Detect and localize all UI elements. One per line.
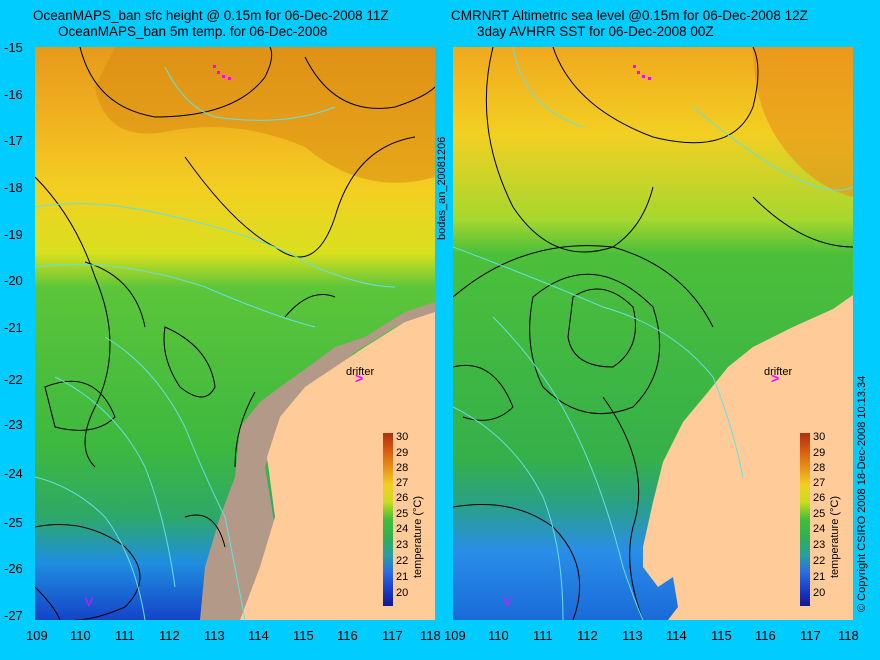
left-colorbar (383, 433, 393, 606)
left-v-marker: V (85, 595, 94, 609)
cbar-tick: 21 (396, 571, 409, 583)
cbar-tick: 22 (813, 555, 826, 567)
x-tick-right: 111 (533, 628, 553, 643)
x-tick-left: 114 (248, 628, 269, 643)
middle-run-label: bodas_an_20081206 (436, 136, 448, 240)
right-colorbar (800, 433, 810, 606)
right-drifter-label: drifter (764, 366, 793, 378)
cbar-tick: 28 (813, 462, 826, 474)
y-tick: -22 (4, 372, 23, 387)
y-tick: -21 (4, 320, 23, 335)
cbar-tick: 23 (813, 539, 826, 551)
cbar-tick: 23 (396, 539, 409, 551)
cbar-tick: 29 (813, 447, 826, 459)
right-title-line2: 3day AVHRR SST for 06-Dec-2008 00Z (477, 24, 714, 39)
x-tick-left: 118 (420, 628, 441, 643)
cbar-tick: 26 (813, 492, 826, 504)
cbar-tick: 22 (396, 555, 409, 567)
x-tick-left: 116 (337, 628, 358, 643)
x-tick-right: 117 (800, 628, 821, 643)
y-tick: -20 (4, 273, 23, 288)
cbar-tick: 21 (813, 571, 826, 583)
right-v-marker: V (503, 595, 512, 609)
x-tick-left: 112 (159, 628, 180, 643)
cbar-tick: 24 (813, 523, 826, 535)
x-tick-right: 112 (577, 628, 598, 643)
left-colorbar-title: temperature (°C) (412, 495, 424, 578)
x-tick-left: 117 (382, 628, 403, 643)
x-tick-right: 113 (622, 628, 643, 643)
x-tick-right: 114 (666, 628, 687, 643)
cbar-tick: 30 (396, 431, 409, 443)
right-title-line1: CMRNRT Altimetric sea level @0.15m for 0… (451, 8, 808, 23)
x-tick-left: 115 (293, 628, 314, 643)
y-tick: -15 (4, 40, 23, 55)
right-map-svg: > (453, 47, 853, 620)
copyright-label: © Copyright CSIRO 2008 18-Dec-2008 10:13… (856, 375, 868, 612)
y-tick: -16 (4, 87, 23, 102)
x-tick-right: 116 (755, 628, 776, 643)
cbar-tick: 26 (396, 492, 409, 504)
left-map-panel: > (35, 47, 435, 620)
left-drifter-label: drifter (346, 366, 375, 378)
x-tick-left: 110 (70, 628, 91, 643)
cbar-tick: 29 (396, 447, 409, 459)
cbar-tick: 25 (396, 508, 409, 520)
cbar-tick: 28 (396, 462, 409, 474)
cbar-tick: 27 (813, 477, 826, 489)
svg-text:>: > (355, 370, 363, 386)
cbar-tick: 25 (813, 508, 826, 520)
right-map-panel: > (453, 47, 853, 620)
cbar-tick: 20 (813, 587, 826, 599)
y-tick: -19 (4, 227, 23, 242)
y-tick: -17 (4, 133, 23, 148)
x-tick-right: 110 (488, 628, 509, 643)
right-colorbar-title: temperature (°C) (829, 495, 841, 578)
y-tick: -18 (4, 180, 23, 195)
x-tick-right: 109 (444, 628, 466, 643)
x-tick-left: 111 (115, 628, 135, 643)
y-tick: -27 (4, 608, 23, 623)
y-tick: -23 (4, 417, 23, 432)
cbar-tick: 20 (396, 587, 409, 599)
y-tick: -26 (4, 561, 23, 576)
cbar-tick: 27 (396, 477, 409, 489)
cbar-tick: 30 (813, 431, 826, 443)
y-tick: -25 (4, 515, 23, 530)
cbar-tick: 24 (396, 523, 409, 535)
left-title-line2: OceanMAPS_ban 5m temp. for 06-Dec-2008 (58, 24, 328, 39)
left-title-line1: OceanMAPS_ban sfc height @ 0.15m for 06-… (33, 8, 389, 23)
x-tick-right: 118 (838, 628, 859, 643)
y-tick: -24 (4, 466, 23, 481)
svg-text:>: > (771, 370, 779, 386)
left-map-svg: > (35, 47, 435, 620)
x-tick-right: 115 (711, 628, 732, 643)
x-tick-left: 113 (204, 628, 225, 643)
x-tick-left: 109 (26, 628, 48, 643)
